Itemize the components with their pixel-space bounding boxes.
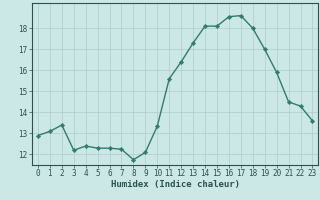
X-axis label: Humidex (Indice chaleur): Humidex (Indice chaleur) xyxy=(111,180,240,189)
